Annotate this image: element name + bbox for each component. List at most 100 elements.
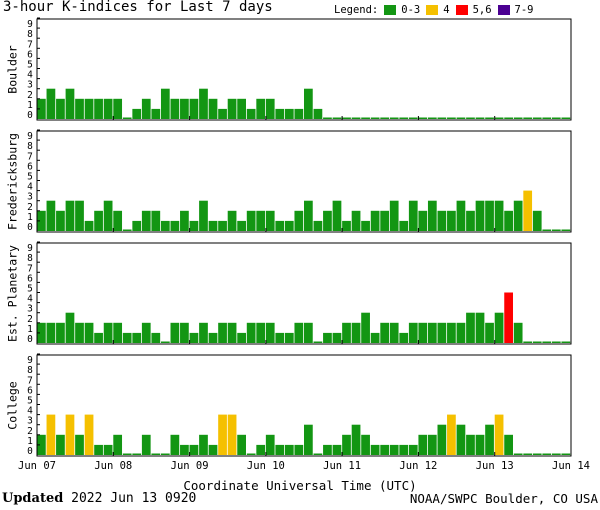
legend-swatch-yellow [426, 5, 439, 15]
legend-swatch-purple [497, 5, 510, 15]
y-tick-label: 7 [27, 375, 33, 386]
k-index-bar [351, 117, 361, 119]
k-index-bar [294, 444, 304, 455]
k-index-bar [246, 108, 256, 119]
k-index-bar [246, 322, 256, 343]
k-index-bar [551, 453, 561, 455]
k-index-bar [513, 200, 523, 231]
k-index-bar [208, 332, 218, 343]
k-index-bar [427, 434, 437, 455]
station-label: Est. Planetary [6, 245, 20, 342]
k-index-bar [447, 414, 456, 455]
k-index-bar [437, 117, 447, 119]
k-index-bar [227, 414, 237, 455]
k-index-bar [37, 434, 46, 455]
x-tick-label: Jun 13 [476, 460, 514, 472]
k-index-bar [494, 414, 504, 455]
k-index-bar [75, 434, 84, 455]
k-index-bar [189, 332, 199, 343]
k-index-bar [427, 200, 437, 231]
k-index-bar [113, 434, 123, 455]
k-index-bar [456, 117, 466, 119]
legend-item-label: 7-9 [514, 4, 534, 16]
k-index-bar [485, 322, 494, 343]
k-index-bar [361, 434, 370, 455]
legend: Legend: 0-3 4 5,6 7-9 [334, 4, 540, 16]
k-index-bar [370, 117, 380, 119]
k-index-bar [523, 341, 533, 343]
k-index-bar [199, 322, 208, 343]
k-index-bar [437, 424, 447, 455]
k-index-bar [408, 444, 418, 455]
k-index-bar [408, 117, 418, 119]
k-index-bar [342, 434, 351, 455]
k-index-bar [475, 312, 485, 343]
k-index-bar [523, 117, 533, 119]
k-index-bar [342, 117, 351, 119]
station-label: College [6, 381, 20, 430]
k-index-bar [523, 190, 533, 231]
k-index-bar [294, 322, 304, 343]
k-index-bar [46, 414, 56, 455]
k-index-bar [180, 98, 189, 119]
k-index-bar [456, 322, 466, 343]
k-index-bar [504, 434, 513, 455]
k-index-bar [399, 332, 409, 343]
k-index-bar [246, 210, 256, 231]
k-index-bar [122, 453, 132, 455]
k-index-bar [475, 200, 485, 231]
panel-frame [36, 18, 572, 121]
k-index-bar [294, 210, 304, 231]
k-index-bar [504, 210, 513, 231]
k-index-bar [151, 108, 161, 119]
k-index-bar [485, 424, 494, 455]
k-index-bar [75, 200, 84, 231]
k-index-bar [122, 229, 132, 231]
k-index-bar [456, 200, 466, 231]
k-index-bar [56, 98, 65, 119]
k-index-bar [84, 322, 94, 343]
k-index-bar [180, 210, 189, 231]
k-index-bar [75, 98, 84, 119]
k-index-bar [466, 434, 475, 455]
k-index-bar [160, 453, 170, 455]
k-index-bar [542, 117, 552, 119]
y-tick-label: 9 [27, 19, 33, 30]
k-index-bar [84, 98, 94, 119]
y-tick-label: 6 [27, 385, 33, 396]
k-index-bar [189, 98, 199, 119]
k-index-bar [237, 332, 246, 343]
k-index-bar [313, 220, 323, 231]
k-index-bar [370, 444, 380, 455]
k-index-bar [513, 117, 523, 119]
k-index-bar [532, 210, 542, 231]
k-index-bar [208, 444, 218, 455]
k-index-bar [284, 220, 294, 231]
x-tick-label: Jun 07 [18, 460, 56, 472]
updated-value: 2022 Jun 13 0920 [71, 491, 197, 506]
k-index-bar [418, 322, 428, 343]
k-index-bar [284, 108, 294, 119]
k-index-bar [37, 322, 46, 343]
y-tick-label: 1 [27, 324, 33, 335]
k-index-bar [361, 220, 370, 231]
k-index-bar [46, 88, 56, 119]
k-index-bar [437, 210, 447, 231]
k-index-bar [370, 332, 380, 343]
y-tick-label: 3 [27, 80, 33, 91]
k-index-bar [551, 117, 561, 119]
k-index-bar [332, 117, 342, 119]
k-index-bar [389, 117, 399, 119]
legend-label: Legend: [334, 4, 379, 16]
k-index-bar [370, 210, 380, 231]
k-index-bar [408, 200, 418, 231]
k-index-bar [389, 322, 399, 343]
k-index-bar [485, 200, 494, 231]
k-index-bar [456, 424, 466, 455]
k-index-bar [313, 341, 323, 343]
k-index-bar [218, 220, 227, 231]
k-index-bar [542, 341, 552, 343]
k-index-bar [351, 424, 361, 455]
k-index-bar [56, 322, 65, 343]
k-index-bar [323, 332, 332, 343]
